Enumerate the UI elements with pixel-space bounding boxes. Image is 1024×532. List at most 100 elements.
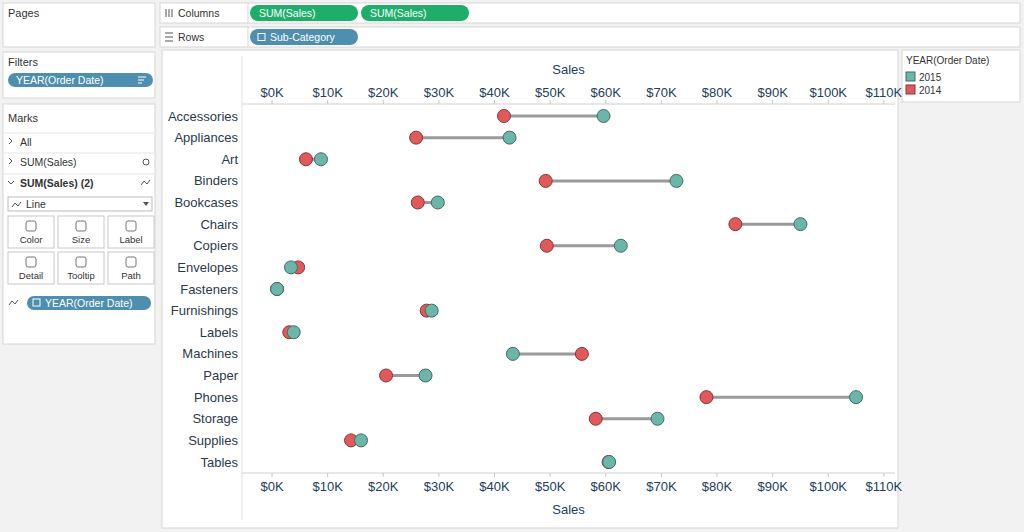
category-label: Copiers [193,238,238,253]
data-point [380,369,393,382]
category-label: Fasteners [180,282,238,297]
marks-card[interactable]: SUM(Sales) [20,156,77,168]
chevron[interactable] [8,181,14,184]
separator [248,3,249,23]
tick-mark [772,100,773,104]
data-point [503,131,516,144]
tick-label: $40K [479,85,510,100]
category-label: Chairs [200,217,238,232]
tick-mark [772,473,773,477]
pill-type-icon [9,300,18,305]
card-icon [143,159,149,165]
pages-panel [3,3,155,47]
shelf-pill[interactable] [250,5,358,21]
row-header-divider [242,56,243,520]
pill-text: SUM(Sales) [259,7,316,19]
button-label: Path [121,270,141,281]
tick-mark [605,100,606,104]
separator [4,174,154,175]
tick-mark [661,100,662,104]
category-label: Phones [194,390,239,405]
card-icon [141,180,150,185]
dumbbell-bar [735,223,800,226]
tick-label: $30K [424,479,455,494]
separator [248,27,249,47]
tick-label: $20K [368,479,399,494]
data-point [497,110,510,123]
data-point [603,456,616,469]
page: PagesFiltersYEAR(Order Date)MarksAllSUM(… [0,0,1024,532]
tick-mark [327,100,328,104]
filter-pill[interactable] [8,73,153,87]
tick-label: $90K [757,479,788,494]
tick-label: $90K [757,85,788,100]
tick-mark [717,473,718,477]
shelf-label: Rows [178,31,204,43]
data-point [651,412,664,425]
tick-mark [828,473,829,477]
tick-label: $10K [312,479,343,494]
button-icon [76,257,86,267]
mark-button[interactable] [8,216,54,248]
chevron[interactable] [9,158,12,164]
mark-type-dropdown[interactable] [8,197,152,211]
data-point [355,434,368,447]
button-label: Color [20,234,43,245]
mark-button[interactable] [8,252,54,284]
tick-label: $100K [809,85,847,100]
legend-swatch [906,85,915,94]
button-label: Size [72,234,90,245]
category-label: Labels [200,325,239,340]
data-point [287,326,300,339]
data-point [575,347,588,360]
tick-label: $0K [260,479,283,494]
tick-mark [661,473,662,477]
data-point [597,110,610,123]
tick-label: $20K [368,85,399,100]
mark-button[interactable] [108,252,154,284]
tick-mark [494,473,495,477]
button-icon [126,221,136,231]
tick-label: $110K [866,479,903,494]
shelf-pill[interactable] [250,29,358,45]
category-label: Envelopes [177,260,238,275]
legend-panel [902,50,1020,102]
data-point [410,131,423,144]
axis-line [242,104,895,105]
button-icon [126,257,136,267]
tick-label: $80K [702,85,733,100]
dumbbell-bar [596,417,658,420]
mark-button[interactable] [58,216,104,248]
category-label: Binders [194,173,239,188]
data-point [794,218,807,231]
marks-card[interactable]: All [20,136,32,148]
data-point [284,261,297,274]
chevron[interactable] [9,138,12,144]
button-label: Label [119,234,142,245]
mark-button[interactable] [108,216,154,248]
mark-button[interactable] [58,252,104,284]
tick-mark [327,473,328,477]
filters-panel [3,52,155,98]
pill-text: SUM(Sales) [370,7,427,19]
dumbbell-bar [513,352,582,355]
button-icon [76,221,86,231]
data-point [602,456,615,469]
data-point [506,347,519,360]
tick-label: $60K [591,85,622,100]
path-pill[interactable] [27,296,151,310]
category-label: Paper [203,368,238,383]
tick-label: $50K [535,85,566,100]
category-label: Machines [182,346,238,361]
shelf-pill[interactable] [361,5,469,21]
data-point [589,412,602,425]
tick-mark [438,100,439,104]
data-point [614,239,627,252]
tick-label: $30K [424,85,455,100]
dumbbell-bar [547,244,621,247]
separator [4,133,154,134]
dropdown-arrow [143,202,149,206]
button-label: Tooltip [67,270,94,281]
tick-label: $10K [312,85,343,100]
marks-card[interactable]: SUM(Sales) (2) [20,177,94,189]
